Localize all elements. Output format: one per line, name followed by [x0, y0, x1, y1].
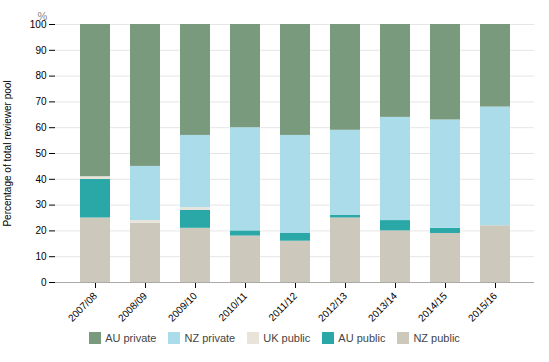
html-text:AU private: AU private — [105, 332, 157, 344]
svg-text:50: 50 — [35, 148, 47, 159]
svg-text:2010/11: 2010/11 — [216, 290, 249, 323]
svg-text:0: 0 — [41, 277, 47, 288]
svg-text:100: 100 — [29, 18, 47, 30]
svg-text:2008/09: 2008/09 — [116, 290, 150, 324]
svg-text:70: 70 — [35, 96, 47, 107]
svg-text:40: 40 — [35, 174, 47, 185]
svg-text:2009/10: 2009/10 — [166, 290, 200, 324]
html-text:NZ public: NZ public — [413, 332, 460, 344]
html-text:UK public: UK public — [263, 332, 311, 344]
svg-text:%: % — [38, 10, 48, 22]
svg-text:80: 80 — [35, 70, 47, 81]
svg-text:2015/16: 2015/16 — [466, 290, 500, 324]
svg-text:2011/12: 2011/12 — [266, 290, 299, 323]
svg-text:Percentage of total reviewer p: Percentage of total reviewer pool — [2, 80, 13, 226]
svg-text:10: 10 — [35, 251, 47, 262]
svg-text:2007/08: 2007/08 — [66, 290, 100, 324]
svg-text:20: 20 — [35, 225, 47, 236]
html-text:AU public: AU public — [338, 332, 386, 344]
svg-text:2012/13: 2012/13 — [316, 290, 350, 324]
svg-text:2013/14: 2013/14 — [366, 290, 400, 324]
svg-text:90: 90 — [35, 45, 47, 56]
svg-text:60: 60 — [35, 122, 47, 133]
svg-text:30: 30 — [35, 199, 47, 210]
html-text:NZ private: NZ private — [184, 332, 236, 344]
svg-text:2014/15: 2014/15 — [416, 290, 450, 324]
